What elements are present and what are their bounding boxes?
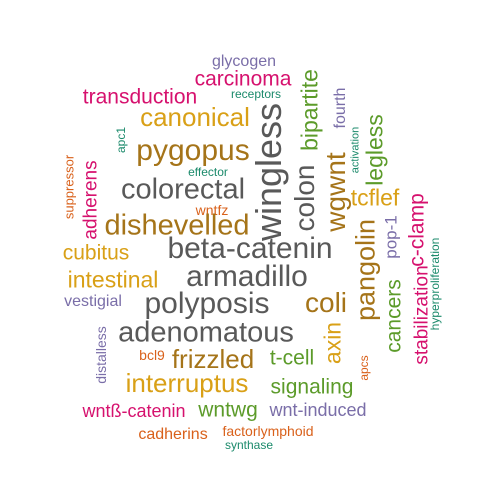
word: distalless <box>93 326 109 384</box>
word: c-clamp <box>405 193 429 267</box>
word: wgwnt <box>320 152 351 232</box>
word: interruptus <box>125 368 249 398</box>
word: wntfz <box>195 202 229 218</box>
word: wntß-catenin <box>82 401 186 421</box>
word: apc1 <box>114 126 128 154</box>
word: pangolin <box>350 218 381 322</box>
word: pygopus <box>136 134 250 167</box>
word: synthase <box>224 438 274 452</box>
word: stabilization <box>411 265 433 365</box>
word: cancers <box>382 279 406 353</box>
word: adenomatous <box>118 316 294 349</box>
word: signaling <box>270 375 354 399</box>
word: vestigial <box>64 293 122 310</box>
word: wnt-induced <box>269 400 367 420</box>
word: colon <box>289 164 320 232</box>
word: beta-catenin <box>167 232 333 265</box>
word: bipartite <box>296 69 323 151</box>
word: canonical <box>140 102 250 132</box>
word: fourth <box>332 87 349 129</box>
word: suppressor <box>61 154 77 220</box>
word: armadillo <box>186 260 308 293</box>
word: legless <box>361 114 388 186</box>
word: carcinoma <box>194 67 292 91</box>
word: wingless <box>248 102 289 242</box>
word: transduction <box>82 85 198 109</box>
word: intestinal <box>67 266 159 293</box>
word: glycogen <box>211 53 277 70</box>
word: factorlymphoid <box>222 423 314 439</box>
word: colorectal <box>120 173 246 206</box>
word: adherens <box>80 160 102 240</box>
word: receptors <box>230 87 282 101</box>
word: t-cell <box>269 346 315 370</box>
word: coli <box>304 287 348 318</box>
word: cadherins <box>138 426 208 443</box>
word: bcl9 <box>139 347 165 363</box>
word: dishevelled <box>104 209 250 242</box>
word: polyposis <box>144 287 270 320</box>
word: activation <box>349 126 362 174</box>
word: tcflef <box>350 184 400 211</box>
word: effector <box>188 165 228 179</box>
word: apcs <box>357 355 371 381</box>
word: axin <box>319 321 346 365</box>
word: pop-1 <box>381 215 401 259</box>
word: wntwg <box>198 398 258 422</box>
word: frizzled <box>171 344 255 374</box>
word: cubitus <box>62 241 130 265</box>
